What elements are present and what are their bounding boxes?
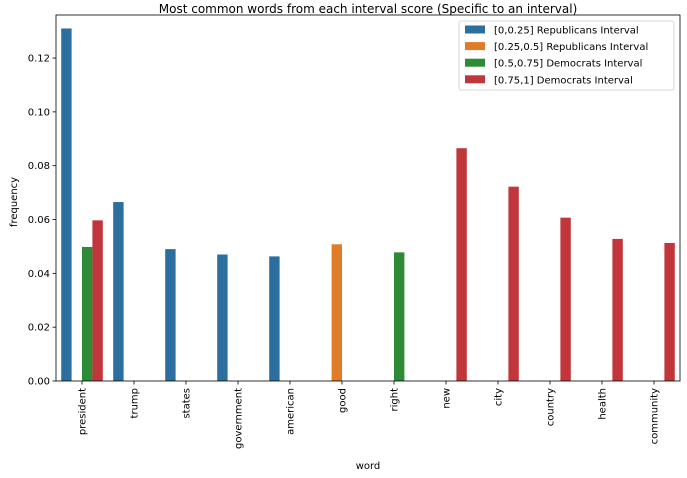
legend-label-2: [0.5,0.75] Democrats Interval [494, 59, 642, 70]
y-tick-label: 0.06 [28, 215, 50, 226]
x-tick-label-states: states [182, 388, 193, 419]
chart-title: Most common words from each interval sco… [159, 2, 578, 16]
bar-good-series-1 [331, 244, 342, 381]
y-tick-label: 0.12 [28, 54, 50, 65]
legend-frame [458, 20, 675, 91]
x-axis-title: word [356, 461, 381, 472]
y-axis-title: frequency [9, 177, 20, 227]
y-tick-label: 0.04 [28, 269, 50, 280]
legend-label-0: [0,0.25] Republicans Interval [494, 26, 639, 37]
x-tick-label-city: city [494, 388, 505, 406]
legend-swatch-2 [465, 58, 485, 67]
legend-swatch-1 [465, 42, 485, 51]
bar-right-series-2 [394, 252, 405, 381]
bar-states-series-0 [165, 249, 176, 381]
y-axis: 0.00 0.02 0.04 0.06 0.08 0.10 0.12 [28, 54, 56, 388]
legend: [0,0.25] Republicans Interval [0.25,0.5] … [458, 20, 675, 91]
bar-american-series-0 [269, 256, 280, 381]
x-tick-label-country: country [546, 388, 557, 426]
legend-label-1: [0.25,0.5] Republicans Interval [494, 42, 648, 53]
bar-government-series-0 [217, 254, 228, 381]
legend-swatch-0 [465, 25, 485, 34]
x-tick-label-good: good [338, 388, 349, 413]
x-tick-label-president: president [78, 388, 89, 435]
bar-president-series-0 [61, 28, 72, 382]
bar-health-series-3 [612, 238, 623, 381]
x-tick-label-trump: trump [130, 388, 141, 418]
y-tick-label: 0.00 [28, 377, 50, 388]
x-tick-label-right: right [390, 388, 401, 412]
legend-items: [0,0.25] Republicans Interval [0.25,0.5] … [465, 25, 648, 86]
bars-layer [61, 28, 675, 382]
x-tick-label-health: health [598, 388, 609, 420]
legend-swatch-3 [465, 75, 485, 84]
plot-frame [55, 14, 681, 382]
bar-president-series-3 [92, 220, 103, 381]
legend-label-3: [0.75,1] Democrats Interval [494, 75, 633, 86]
x-tick-label-american: american [286, 388, 297, 435]
y-tick-label: 0.02 [28, 323, 50, 334]
bar-new-series-3 [456, 148, 467, 381]
x-tick-label-government: government [234, 388, 245, 449]
bar-country-series-3 [560, 217, 571, 381]
bar-president-series-2 [82, 246, 93, 381]
bar-trump-series-0 [113, 202, 124, 381]
bar-community-series-3 [664, 242, 675, 381]
y-tick-label: 0.10 [28, 107, 50, 118]
x-tick-label-community: community [650, 388, 661, 444]
y-tick-label: 0.08 [28, 161, 50, 172]
x-tick-label-new: new [442, 388, 453, 409]
bar-city-series-3 [508, 186, 519, 381]
x-axis: president trump states government american go… [78, 381, 661, 449]
